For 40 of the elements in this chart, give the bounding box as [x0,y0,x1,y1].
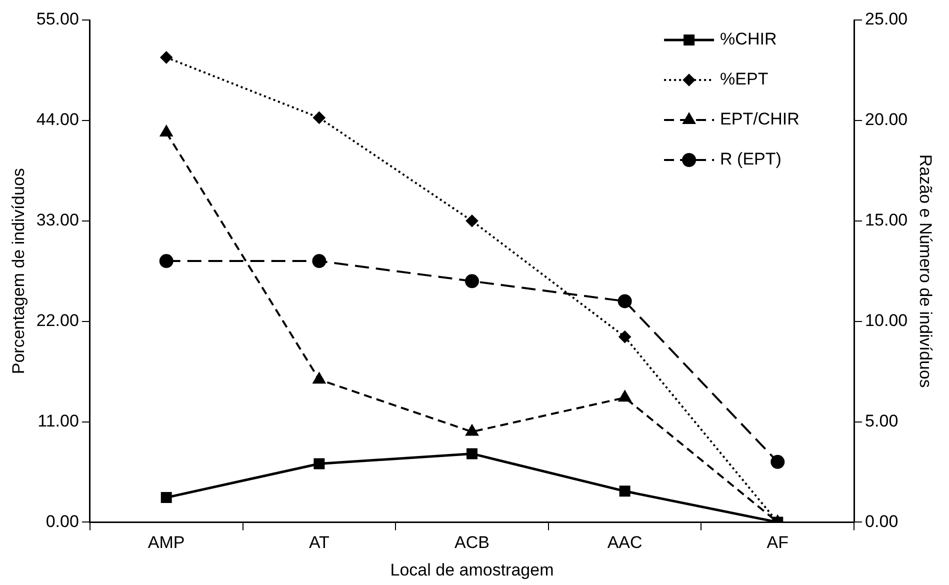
x-tick-label: AT [308,533,330,552]
y2-tick-label: 5.00 [865,411,898,430]
legend-label: EPT/CHIR [720,110,800,129]
y2-tick-label: 20.00 [865,110,908,130]
x-tick-label: AF [766,533,789,552]
point [618,294,632,308]
y-tick-label: 0.00 [46,512,79,531]
point [618,330,631,343]
legend-label: R (EPT) [720,150,782,169]
legend-label: %CHIR [720,30,777,49]
y2-axis-title: Razão e Número de indivíduos [916,154,936,388]
point [618,390,632,402]
point [159,254,174,268]
point [466,424,478,436]
y-tick-label: 11.00 [38,411,79,430]
y2-tick-label: 10.00 [865,311,908,330]
point [160,51,172,64]
point [619,486,630,497]
x-tick-label: ACB [454,533,490,552]
point [160,492,172,504]
x-tick-label: AAC [607,533,642,552]
y-tick-label: 22.00 [36,311,79,330]
point [770,454,785,469]
y2-tick-label: 25.00 [865,10,908,29]
y-axis-title: Porcentagem de indivíduos [8,168,28,374]
point [312,254,326,268]
y2-tick-label: 0.00 [865,512,898,531]
legend-label: %EPT [720,70,768,89]
y-tick-label: 44.00 [36,110,79,130]
point [466,448,478,460]
x-axis-title: Local de amostragem [390,560,554,580]
point [313,112,326,124]
y-tick-label: 55.00 [36,10,79,29]
y2-tick-label: 15.00 [865,210,908,230]
point [465,274,479,288]
y-tick-label: 33.00 [36,210,79,230]
x-tick-label: AMP [148,533,185,552]
point [312,372,326,384]
point [314,458,325,470]
point [466,214,478,227]
